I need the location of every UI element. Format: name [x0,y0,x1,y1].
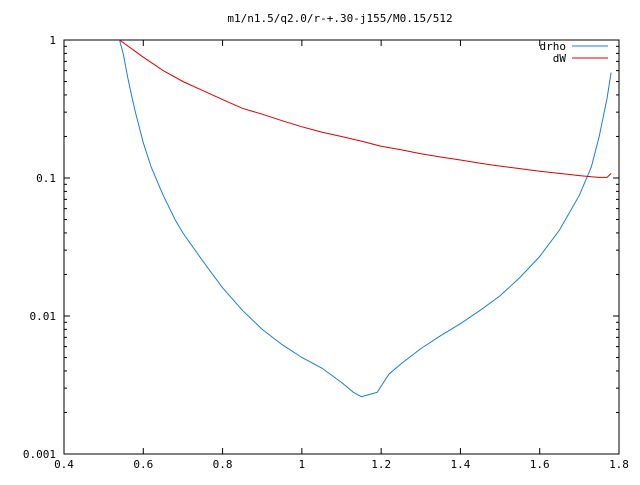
series-layer [119,39,612,398]
x-tick-label: 1.6 [530,458,550,471]
y-tick-label: 0.1 [36,172,56,185]
y-tick-label: 0.001 [23,448,56,461]
y-tick-label: 1 [49,34,56,47]
x-tick-label: 1.4 [450,458,470,471]
legend-label: dW [553,52,567,65]
series-line-drho [119,39,612,398]
series-line-dW [119,39,612,178]
plot-frame [63,39,620,455]
y-tick-label: 0.01 [30,310,57,323]
x-tick-label: 1.8 [609,458,629,471]
axis-ticks: 0.4 0.6 0.8 1 1.2 1.4 1.6 1.8 0.001 0.01 0.1 1 [23,34,629,471]
x-tick-label: 0.6 [133,458,153,471]
x-tick-label: 1 [299,458,306,471]
legend-label: drho [540,40,567,53]
x-tick-label: 0.4 [54,458,74,471]
x-tick-label: 0.8 [213,458,233,471]
chart-title: m1/n1.5/q2.0/r-+.30-j155/M0.15/512 [227,12,452,25]
x-tick-label: 1.2 [371,458,391,471]
